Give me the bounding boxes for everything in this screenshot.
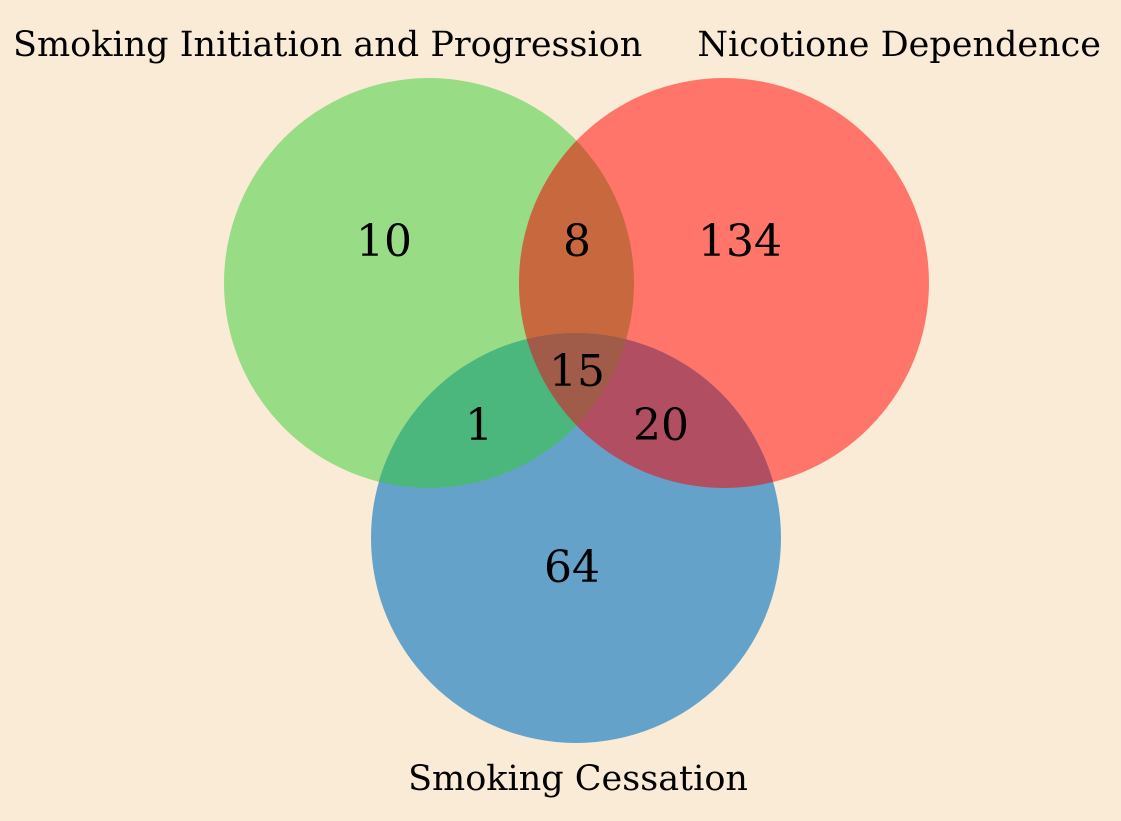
overlap-b-c [519,333,781,488]
set-a-label: Smoking Initiation and Progression [13,25,642,65]
region-b-only-count: 134 [698,216,782,267]
set-c-label: Smoking Cessation [408,759,748,799]
region-a-c-count: 1 [465,400,493,451]
region-a-b-c-count: 15 [549,346,605,397]
region-c-only-count: 64 [544,542,600,593]
set-b-label: Nicotione Dependence [697,25,1101,65]
overlap-a-c [371,333,634,488]
region-b-c-count: 20 [633,400,689,451]
region-a-b-count: 8 [563,216,591,267]
region-a-only-count: 10 [356,216,412,267]
